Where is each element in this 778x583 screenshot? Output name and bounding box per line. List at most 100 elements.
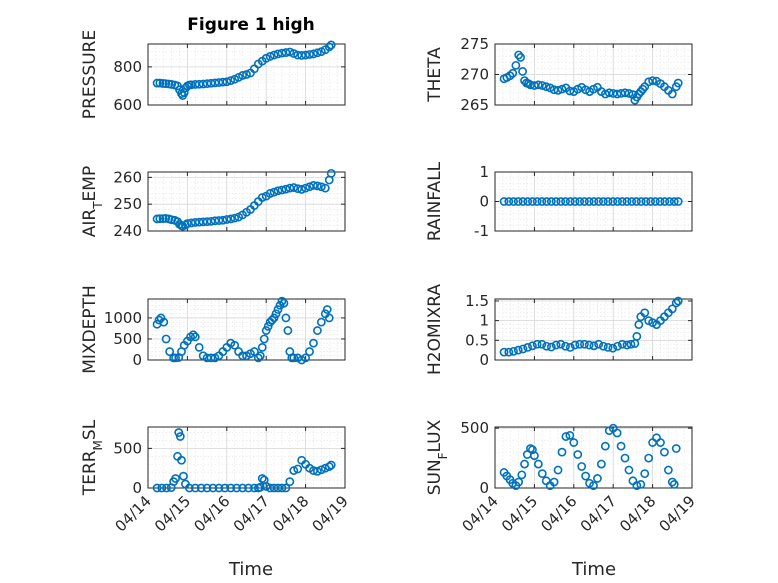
y-axis-label-2: AIRTEMP <box>80 166 105 237</box>
data-point <box>313 48 322 58</box>
data-point <box>222 77 232 87</box>
data-point <box>557 84 567 94</box>
data-point <box>196 483 206 493</box>
data-point <box>537 81 547 90</box>
data-point <box>598 197 608 206</box>
figure-title-group: Figure 1 high <box>187 15 315 35</box>
data-point <box>656 438 665 447</box>
axis-box <box>494 43 693 106</box>
data-point <box>281 184 291 194</box>
data-point <box>309 49 318 59</box>
y-tick-label: 600 <box>113 96 142 114</box>
data-point <box>542 197 552 206</box>
data-point <box>322 305 332 314</box>
x-tick-label: 04/19 <box>309 492 352 535</box>
data-point <box>603 343 613 352</box>
data-point <box>509 346 518 356</box>
data-point <box>257 474 267 483</box>
data-point <box>608 197 618 206</box>
data-point <box>556 339 566 349</box>
y-axis-label-1: THETA <box>425 47 445 103</box>
data-point <box>580 339 589 349</box>
x-tick-label: 04/16 <box>537 492 580 535</box>
plot-area <box>494 298 693 361</box>
data-point <box>285 47 295 57</box>
data-point <box>226 76 236 85</box>
data-point <box>644 453 654 463</box>
data-point <box>613 197 622 206</box>
data-point <box>663 465 673 475</box>
data-point <box>226 214 236 224</box>
data-point <box>297 185 307 194</box>
data-point <box>553 465 563 475</box>
data-point <box>263 321 273 331</box>
data-point <box>242 70 251 79</box>
data-point <box>626 339 636 349</box>
data-point <box>253 353 263 363</box>
y-tick-label: 270 <box>460 66 489 84</box>
y-tick-label: 500 <box>113 439 142 457</box>
data-point <box>581 471 591 481</box>
data-point <box>530 451 539 461</box>
data-point <box>617 339 627 349</box>
data-point <box>620 88 630 98</box>
data-point <box>612 89 622 99</box>
data-point <box>238 71 247 80</box>
data-point <box>277 483 287 493</box>
data-point <box>154 315 164 325</box>
data-point <box>671 444 681 453</box>
data-point <box>218 215 228 225</box>
y-tick-label: 0.5 <box>465 331 489 349</box>
data-point <box>161 79 171 89</box>
data-point <box>598 341 608 351</box>
data-point <box>499 347 509 357</box>
data-point <box>641 197 651 206</box>
data-point <box>624 465 634 475</box>
data-point <box>283 326 293 335</box>
data-point <box>257 193 267 202</box>
subplot-terr-msl: 0 500 TERRMSL 04/1404/1504/1604/1704/1804/1… <box>80 419 352 535</box>
data-point <box>542 341 552 351</box>
data-point <box>518 67 527 76</box>
data-point <box>265 189 275 198</box>
data-point <box>273 186 283 196</box>
data-point <box>202 483 212 493</box>
y-tick-label: 1.5 <box>465 292 489 310</box>
data-point <box>269 313 279 323</box>
y-tick-label: 1 <box>479 163 489 181</box>
data-point <box>259 334 269 344</box>
data-point <box>326 168 336 178</box>
data-point <box>648 76 657 85</box>
data-point <box>660 447 669 457</box>
x-axis-label-left: Time <box>228 559 273 580</box>
y-tick-label: 0 <box>132 351 142 369</box>
data-point <box>640 469 650 479</box>
data-point <box>575 339 585 349</box>
data-point <box>309 338 318 348</box>
axis-box <box>147 43 346 106</box>
y-axis-label-5: H2OMIXRA <box>425 284 445 375</box>
x-tick-label: 04/19 <box>656 492 699 535</box>
data-point <box>613 341 622 351</box>
data-point <box>281 483 291 493</box>
data-point <box>565 86 575 96</box>
y-tick-label: 800 <box>113 58 142 76</box>
data-point <box>255 482 265 492</box>
data-point <box>161 334 171 344</box>
data-point <box>561 341 570 351</box>
data-point <box>533 80 543 90</box>
data-point <box>577 462 587 471</box>
data-point <box>570 197 580 206</box>
data-point <box>508 68 518 78</box>
data-point <box>549 477 559 487</box>
data-point <box>504 197 514 206</box>
data-point <box>305 50 314 59</box>
data-point <box>589 341 599 351</box>
data-point <box>620 453 630 463</box>
data-point <box>152 483 162 493</box>
data-point <box>523 197 533 206</box>
y-tick-label: -1 <box>474 222 489 240</box>
x-tick-label: 04/18 <box>269 492 312 535</box>
data-point <box>208 483 218 493</box>
